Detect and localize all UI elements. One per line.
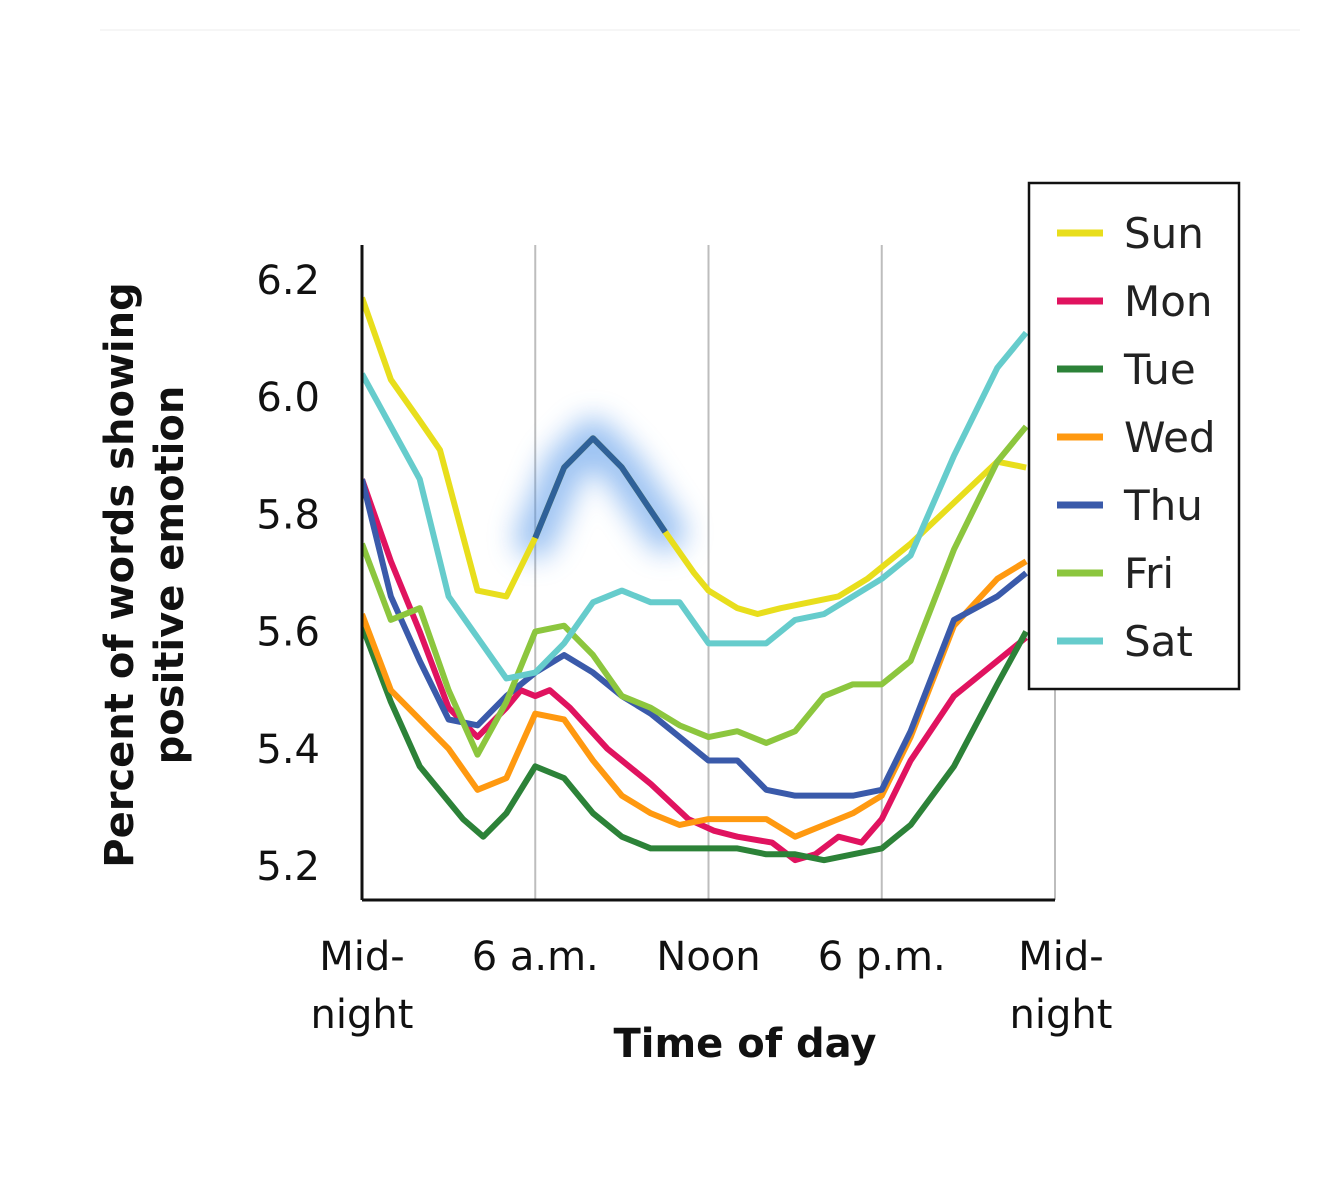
legend-label-fri: Fri [1124,549,1174,598]
series-line-sun [362,296,1027,618]
x-axis-title: Time of day [613,1021,876,1067]
y-tick-label: 5.4 [256,727,320,773]
series-line-fri [362,424,1028,758]
y-tick-label: 5.6 [256,610,320,656]
grid-lines [534,245,1056,900]
axes [360,245,1055,902]
y-tick-label: 6.2 [256,258,320,304]
legend-label-sat: Sat [1124,617,1193,666]
legend-label-tue: Tue [1123,345,1196,394]
legend-label-thu: Thu [1123,481,1203,530]
y-tick-labels: 5.2 5.4 5.6 5.8 6.0 6.2 [256,258,320,890]
y-tick-label: 6.0 [256,375,320,421]
series-lines [362,296,1028,864]
legend-label-sun: Sun [1124,209,1204,258]
x-tick-label-mid-night: Mid-night [311,934,414,1038]
highlight-segment [532,435,668,539]
x-tick-label-6-p-m: 6 p.m. [818,934,946,980]
series-line-thu [362,478,1028,799]
series-line-wed [362,558,1028,840]
x-tick-labels: Mid-night 6 a.m. Noon 6 p.m. Mid-night [311,934,1113,1038]
x-tick-label-mid-night: Mid-night [1010,934,1113,1038]
series-line-tue [362,624,1028,864]
legend: Sun Mon Tue Wed Thu Fri Sat [1027,181,1241,691]
series-line-sat [362,330,1028,682]
series-line-mon [362,478,1028,864]
x-tick-label-noon: Noon [656,934,760,980]
x-tick-label-6-a-m: 6 a.m. [472,934,599,980]
legend-label-wed: Wed [1124,413,1216,462]
y-tick-label: 5.8 [256,492,320,538]
y-tick-label: 5.2 [256,844,320,890]
y-axis-title: Percent of words showing positive emotion [97,282,193,867]
legend-label-mon: Mon [1124,277,1213,326]
